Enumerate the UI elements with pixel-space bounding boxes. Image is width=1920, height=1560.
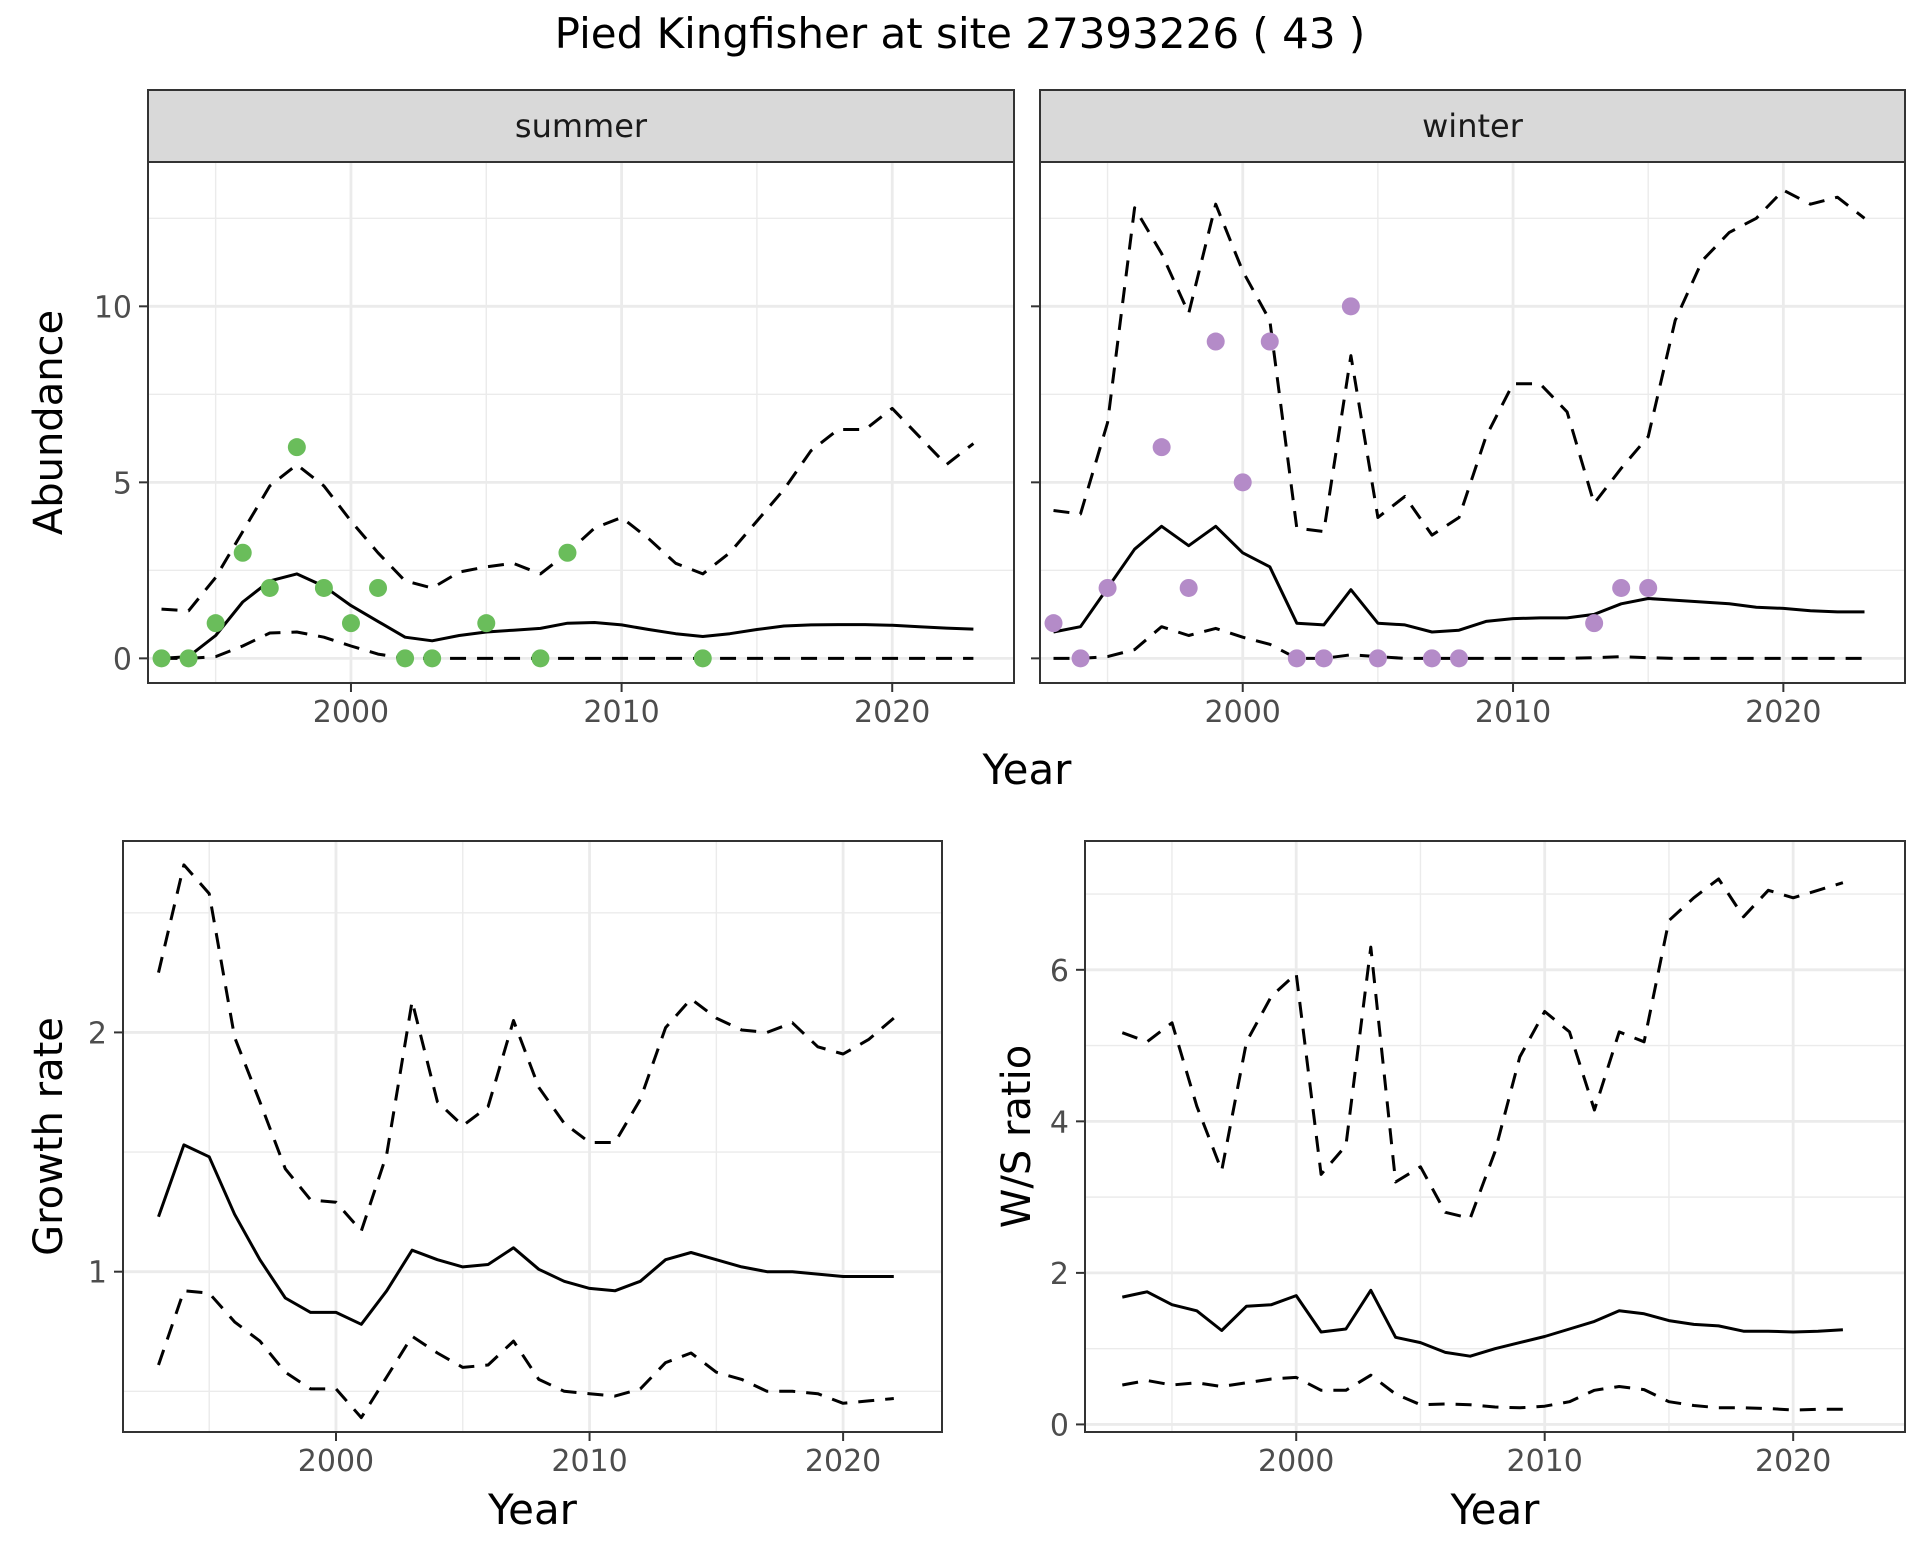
panel-summer-abundance: summer 2000 2010 2020 0 5 10 Abundance (26, 89, 1015, 730)
x-tick-label: 2000 (1205, 695, 1281, 730)
y-tick-label: 0 (113, 642, 132, 677)
data-point (477, 614, 496, 633)
data-point (1044, 614, 1063, 633)
series-line-dashed (1053, 625, 1865, 660)
x-tick-label: 2000 (298, 1444, 374, 1479)
panel-border (122, 840, 943, 1433)
data-point (558, 543, 577, 562)
facet-label: winter (1422, 107, 1524, 145)
panel-border (1084, 840, 1906, 1433)
plot-background (1085, 841, 1905, 1432)
data-point (1206, 332, 1225, 351)
x-tick-label: 2010 (1475, 695, 1551, 730)
data-point (152, 649, 171, 668)
data-point (423, 649, 442, 668)
data-point (206, 614, 225, 633)
data-point (1071, 649, 1090, 668)
data-point (531, 649, 550, 668)
facet-label: summer (515, 107, 648, 145)
data-point (1341, 297, 1360, 316)
panel-winter-abundance: winter 2000 2010 2020 (1031, 89, 1906, 730)
series-line-dashed (161, 630, 974, 660)
series-line-dashed (1053, 188, 1866, 537)
panel-ws-ratio: 2000 2010 2020 0 2 4 6 W/S ratio Year (994, 840, 1906, 1534)
data-point (1314, 649, 1333, 668)
series-line-dashed (1122, 1373, 1843, 1412)
data-point (1152, 438, 1171, 457)
y-tick-label: 6 (1050, 954, 1069, 989)
data-point (1368, 649, 1387, 668)
series-line-dashed (157, 863, 895, 1233)
data-point (1233, 473, 1252, 492)
data-point (396, 649, 415, 668)
x-axis-label: Year (1450, 1485, 1541, 1534)
x-tick-label: 2020 (1755, 1444, 1831, 1479)
shared-year-axis-label: Year (982, 745, 1073, 794)
data-point (1639, 578, 1658, 597)
data-point (693, 649, 712, 668)
data-point (179, 649, 198, 668)
x-tick-label: 2020 (1745, 695, 1821, 730)
data-point (1422, 649, 1441, 668)
data-point (1179, 578, 1198, 597)
x-tick-label: 2000 (313, 695, 389, 730)
x-tick-label: 2010 (551, 1444, 627, 1479)
data-point (1585, 614, 1604, 633)
x-tick-label: 2020 (805, 1444, 881, 1479)
y-axis-label: Abundance (26, 310, 72, 535)
y-axis-label: Growth rate (26, 1017, 72, 1256)
data-point (233, 543, 252, 562)
series-line-dashed (157, 1289, 894, 1420)
figure-title: Pied Kingfisher at site 27393226 ( 43 ) (555, 9, 1366, 58)
y-tick-label: 5 (113, 466, 132, 501)
series-line-dashed (1121, 877, 1844, 1220)
y-axis-label: W/S ratio (994, 1045, 1040, 1228)
panel-growth-rate: 2000 2010 2020 1 2 Growth rate Year (26, 840, 943, 1534)
y-tick-label: 10 (94, 290, 132, 325)
y-tick-label: 4 (1050, 1105, 1069, 1140)
series-line-solid (1053, 524, 1865, 634)
x-tick-label: 2000 (1258, 1444, 1334, 1479)
plot-background (123, 841, 942, 1432)
data-point (260, 578, 279, 597)
data-point (314, 578, 333, 597)
series-line-solid (161, 572, 974, 660)
data-point (1260, 332, 1279, 351)
data-point (369, 578, 388, 597)
plot-background (1040, 162, 1905, 683)
data-point (1098, 578, 1117, 597)
plot-background (148, 162, 1014, 683)
data-point (1449, 649, 1468, 668)
facet-strip (1039, 89, 1906, 163)
x-axis-label: Year (487, 1485, 578, 1534)
series-line-solid (157, 1143, 894, 1326)
data-point (1287, 649, 1306, 668)
y-tick-label: 2 (88, 1016, 107, 1051)
series-line-solid (1121, 1288, 1843, 1358)
x-tick-label: 2010 (583, 695, 659, 730)
data-point (1612, 578, 1631, 597)
x-tick-label: 2010 (1507, 1444, 1583, 1479)
data-point (341, 614, 360, 633)
data-point (287, 438, 306, 457)
x-axis-label: Year (982, 745, 1073, 794)
facet-strip (147, 89, 1015, 163)
y-tick-label: 1 (88, 1256, 107, 1291)
x-tick-label: 2020 (854, 695, 930, 730)
y-tick-label: 0 (1050, 1408, 1069, 1443)
y-tick-label: 2 (1050, 1257, 1069, 1292)
